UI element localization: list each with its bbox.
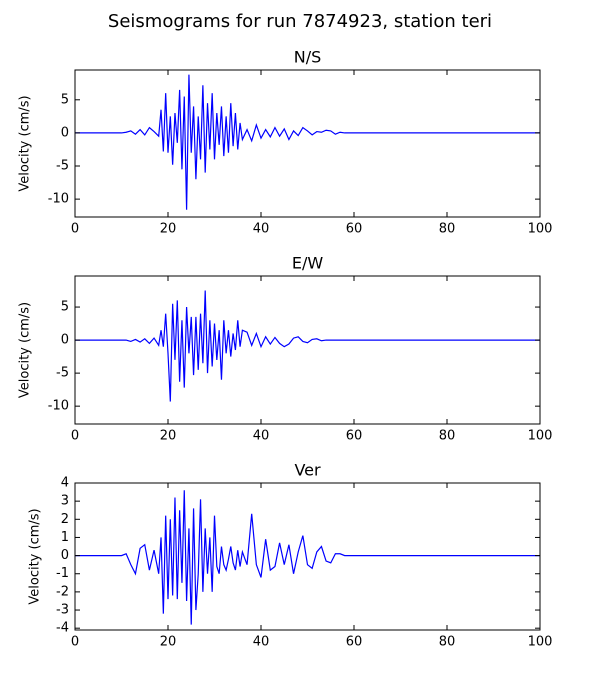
y-axis-label: Velocity (cm/s) (28, 508, 43, 604)
x-tick-label: 40 (253, 429, 270, 444)
x-tick-label: 0 (71, 635, 79, 650)
y-tick-label: 5 (61, 92, 69, 107)
x-tick-label: 20 (160, 222, 177, 237)
y-tick-label: -4 (56, 621, 69, 636)
seismogram-line (75, 74, 540, 210)
x-tick-label: 0 (71, 429, 79, 444)
y-tick-label: 4 (61, 476, 69, 491)
x-tick-label: 80 (439, 635, 456, 650)
x-tick-label: 100 (528, 222, 553, 237)
y-tick-label: -5 (56, 366, 69, 381)
y-tick-label: 1 (61, 530, 69, 545)
x-tick-label: 100 (528, 635, 553, 650)
x-tick-label: 20 (160, 429, 177, 444)
figure-title: Seismograms for run 7874923, station ter… (108, 11, 492, 32)
axes-title: N/S (294, 48, 322, 67)
x-tick-label: 60 (346, 429, 363, 444)
y-tick-label: -2 (56, 584, 69, 599)
x-tick-label: 100 (528, 429, 553, 444)
x-tick-label: 60 (346, 222, 363, 237)
seismogram-line (75, 290, 540, 402)
y-tick-label: -10 (48, 192, 69, 207)
x-tick-label: 40 (253, 222, 270, 237)
x-tick-label: 40 (253, 635, 270, 650)
axes-frame (74, 69, 541, 218)
y-tick-label: 0 (61, 125, 69, 140)
y-tick-label: 0 (61, 333, 69, 348)
y-axis-label: Velocity (cm/s) (18, 302, 33, 398)
seismogram-line (75, 490, 540, 625)
y-tick-label: 0 (61, 548, 69, 563)
axes-title: E/W (292, 254, 324, 273)
y-tick-label: 3 (61, 494, 69, 509)
y-tick-label: -5 (56, 159, 69, 174)
y-tick-label: 2 (61, 512, 69, 527)
x-tick-label: 80 (439, 429, 456, 444)
axes-title: Ver (294, 461, 321, 480)
axes-frame (74, 482, 541, 631)
y-tick-label: 5 (61, 300, 69, 315)
x-tick-label: 80 (439, 222, 456, 237)
y-tick-label: -1 (56, 566, 69, 581)
y-axis-label: Velocity (cm/s) (18, 95, 33, 191)
axes-frame (74, 275, 541, 425)
y-tick-label: -3 (56, 603, 69, 618)
x-tick-label: 60 (346, 635, 363, 650)
x-tick-label: 20 (160, 635, 177, 650)
x-tick-label: 0 (71, 222, 79, 237)
y-tick-label: -10 (48, 399, 69, 414)
